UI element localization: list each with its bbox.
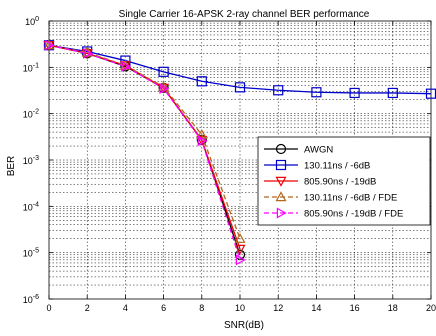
chart-title: Single Carrier 16-APSK 2-ray channel BER… xyxy=(119,9,370,20)
series-5 xyxy=(44,39,246,266)
data-point xyxy=(43,39,55,50)
x-tick-label: 18 xyxy=(388,303,398,313)
legend-entry: AWGN xyxy=(264,143,333,156)
y-tick-label: 10-1 xyxy=(23,62,39,73)
x-tick-label: 0 xyxy=(46,303,51,313)
y-tick-label: 10-3 xyxy=(23,155,39,166)
series-line xyxy=(48,44,241,261)
data-point xyxy=(234,82,246,93)
x-tick-label: 6 xyxy=(161,303,166,313)
data-point xyxy=(158,66,169,77)
data-point xyxy=(311,87,322,98)
legend-entry: 130.11ns / -6dB / FDE xyxy=(264,191,397,204)
legend-label: 130.11ns / -6dB xyxy=(304,161,370,172)
y-tick-label: 100 xyxy=(25,16,39,27)
x-tick-label: 16 xyxy=(350,303,360,313)
legend-marker xyxy=(275,143,287,155)
data-point xyxy=(196,76,207,87)
legend-marker xyxy=(275,191,287,202)
y-tick-label: 10-5 xyxy=(23,248,39,259)
data-point xyxy=(197,135,208,147)
data-point xyxy=(121,60,132,72)
x-tick-label: 4 xyxy=(123,303,128,313)
legend-label: 805.90ns / -19dB / FDE xyxy=(304,209,403,220)
series-layer xyxy=(43,39,436,266)
data-point xyxy=(387,87,398,99)
legend-entry: 805.90ns / -19dB / FDE xyxy=(264,207,403,220)
x-tick-label: 10 xyxy=(235,303,245,313)
data-point xyxy=(44,39,55,51)
data-point xyxy=(82,47,93,59)
series-line xyxy=(48,44,241,239)
y-tick-label: 10-2 xyxy=(23,109,39,120)
legend-marker xyxy=(275,159,287,171)
data-point xyxy=(158,83,170,94)
legend-label: 805.90ns / -19dB xyxy=(304,177,376,188)
x-tick-label: 12 xyxy=(273,303,283,313)
legend-label: AWGN xyxy=(304,145,333,156)
data-point xyxy=(273,85,284,96)
data-point xyxy=(159,82,170,94)
legend-label: 130.11ns / -6dB / FDE xyxy=(304,193,397,204)
data-point xyxy=(234,232,246,243)
x-tick-label: 20 xyxy=(426,303,436,313)
data-point xyxy=(349,87,360,99)
x-tick-label: 2 xyxy=(85,303,90,313)
y-tick-label: 10-4 xyxy=(23,201,39,212)
legend-entry: 805.90ns / -19dB xyxy=(264,177,376,188)
legend-entry: 130.11ns / -6dB xyxy=(264,159,370,172)
y-tick-label: 10-6 xyxy=(23,294,39,305)
legend-marker xyxy=(275,176,287,187)
data-point xyxy=(235,254,246,266)
x-tick-label: 14 xyxy=(311,303,321,313)
x-axis-label: SNR(dB) xyxy=(224,320,264,331)
axes: 0 2 4 6 8 10 12 14 16 18 20 100 10-1 10-2 10-3 10-4 10-5… xyxy=(23,16,436,313)
data-point xyxy=(234,244,246,255)
x-tick-label: 8 xyxy=(199,303,204,313)
y-axis-label: BER xyxy=(6,156,17,177)
legend-marker xyxy=(276,207,287,219)
series-line xyxy=(48,44,432,95)
legend: AWGN 130.11ns / -6dB 805.90ns / -19dB 130.1… xyxy=(257,136,431,226)
